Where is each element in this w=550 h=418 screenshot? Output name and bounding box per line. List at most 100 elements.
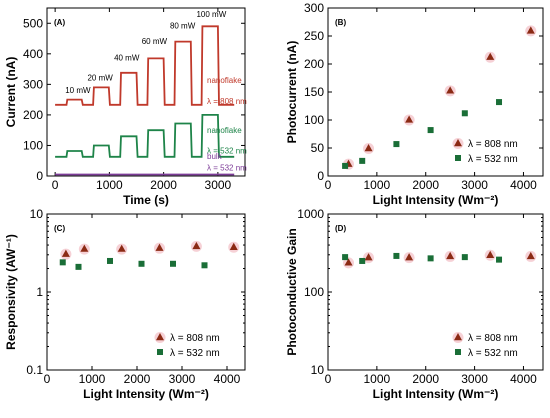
- legend-label: λ = 808 nm: [468, 139, 518, 150]
- power-label: 80 mW: [170, 21, 196, 30]
- panel-tag: (D): [335, 224, 346, 233]
- data-point-808nm: [446, 251, 455, 260]
- series-wavelength-label: λ = 532 nm: [207, 146, 247, 155]
- legend-marker: [455, 349, 461, 355]
- power-label: 10 mW: [65, 86, 91, 95]
- data-point-532nm: [107, 257, 113, 264]
- y-tick-label: 1: [36, 285, 43, 299]
- series-wavelength-label: λ = 808 nm: [207, 97, 247, 106]
- x-axis-label: Time (s): [123, 193, 169, 207]
- power-label: 100 mW: [196, 10, 226, 19]
- legend-label: λ = 808 nm: [468, 333, 518, 344]
- data-point-532nm: [138, 260, 145, 267]
- data-point-808nm: [446, 86, 455, 94]
- power-label: 60 mW: [142, 37, 168, 46]
- legend-marker: [455, 155, 461, 161]
- y-tick-label: 50: [311, 141, 325, 155]
- panel-1-marks: λ = 808 nm λ = 532 nm: [342, 25, 537, 170]
- x-tick-label: 1000: [364, 372, 391, 386]
- legend-marker: [156, 333, 164, 341]
- data-point-808nm: [405, 115, 414, 123]
- x-axis-label: Light Intensity (Wm⁻²): [373, 387, 499, 401]
- y-tick-label: 300: [304, 1, 324, 15]
- plot-frame: [327, 7, 544, 177]
- x-tick-label: 3000: [461, 178, 488, 192]
- legend-marker: [157, 349, 163, 355]
- y-tick-label: 0: [317, 169, 324, 183]
- data-point-808nm: [61, 249, 70, 257]
- plot-frame: [46, 7, 246, 177]
- legend-label: λ = 532 nm: [468, 154, 518, 165]
- panel-2-axes: 0 1000 2000 3000 4000 0.1 1 10 Light Intensity (…: [4, 207, 246, 401]
- power-label: 40 mW: [114, 54, 140, 63]
- x-tick-label: 0: [44, 372, 51, 386]
- y-tick-label: 100: [23, 138, 43, 152]
- x-tick-label: 2000: [412, 372, 439, 386]
- y-tick-label: 250: [304, 29, 324, 43]
- data-point-532nm: [75, 263, 82, 270]
- x-tick-label: 3000: [205, 178, 232, 192]
- x-tick-label: 2000: [150, 178, 177, 192]
- x-tick-label: 4000: [510, 372, 537, 386]
- data-point-808nm: [117, 244, 126, 252]
- x-tick-label: 1000: [364, 178, 391, 192]
- y-tick-label: 400: [23, 47, 43, 61]
- data-point-808nm: [364, 253, 373, 261]
- data-point-532nm: [359, 157, 366, 164]
- y-tick-label: 200: [23, 108, 43, 122]
- data-point-532nm: [496, 99, 503, 106]
- x-tick-label: 3000: [461, 372, 488, 386]
- y-axis-label: Photocurrent (nA): [285, 41, 299, 144]
- panel-tag: (B): [335, 18, 346, 27]
- data-point-808nm: [486, 52, 495, 60]
- legend-marker: [454, 333, 462, 341]
- x-tick-label: 0: [52, 178, 59, 192]
- x-tick-label: 0: [325, 178, 332, 192]
- power-label: 20 mW: [87, 73, 113, 82]
- data-point-532nm: [170, 260, 176, 267]
- x-tick-label: 0: [325, 372, 332, 386]
- panel-tag: (A): [54, 18, 65, 27]
- plot-frame: [46, 213, 246, 371]
- y-tick-label: 150: [304, 85, 324, 99]
- data-point-808nm: [405, 253, 414, 261]
- data-point-532nm: [461, 254, 468, 261]
- y-tick-label: 10: [311, 363, 325, 377]
- data-point-808nm: [80, 244, 89, 252]
- y-tick-label: 300: [23, 77, 43, 91]
- y-tick-label: 0.1: [26, 363, 43, 377]
- x-tick-label: 1000: [79, 372, 106, 386]
- x-tick-label: 2000: [412, 178, 439, 192]
- x-tick-label: 4000: [214, 372, 241, 386]
- panel-3-marks: λ = 808 nm λ = 532 nm: [342, 249, 537, 359]
- x-axis-label: Light Intensity (Wm⁻²): [83, 387, 209, 401]
- panel-1-axes: 0 1000 2000 3000 4000 0 50 100 150 200 250 300 Light…: [285, 1, 544, 207]
- y-tick-label: 100: [304, 285, 324, 299]
- data-point-808nm: [364, 144, 373, 152]
- y-tick-label: 100: [304, 113, 324, 127]
- data-point-532nm: [201, 262, 208, 269]
- y-tick-label: 10: [30, 207, 44, 221]
- data-point-532nm: [427, 255, 434, 262]
- x-tick-label: 4000: [510, 178, 537, 192]
- series-wavelength-label: λ = 532 nm: [207, 164, 247, 173]
- data-point-808nm: [192, 241, 201, 250]
- trace-nano808: [55, 25, 235, 106]
- data-point-532nm: [59, 259, 66, 266]
- x-tick-label: 1000: [96, 178, 123, 192]
- y-axis-label: Photoconductive Gain: [285, 228, 299, 355]
- x-tick-label: 3000: [169, 372, 196, 386]
- y-axis-label: Responsivity (AW⁻¹): [4, 234, 18, 350]
- series-name-label: bulk: [207, 152, 223, 161]
- y-tick-label: 500: [23, 16, 43, 30]
- data-point-808nm: [155, 243, 164, 251]
- trace-nano532: [55, 114, 235, 158]
- data-point-532nm: [393, 141, 400, 148]
- y-tick-label: 0: [36, 169, 43, 183]
- panel-tag: (C): [54, 224, 65, 233]
- panel-0-axes: 0 1000 2000 3000 0 100 200 300 400 500 Time (s) Cur…: [4, 7, 246, 207]
- data-point-808nm: [344, 258, 353, 266]
- data-point-532nm: [496, 256, 503, 263]
- series-name-label: nanoflake: [207, 76, 242, 85]
